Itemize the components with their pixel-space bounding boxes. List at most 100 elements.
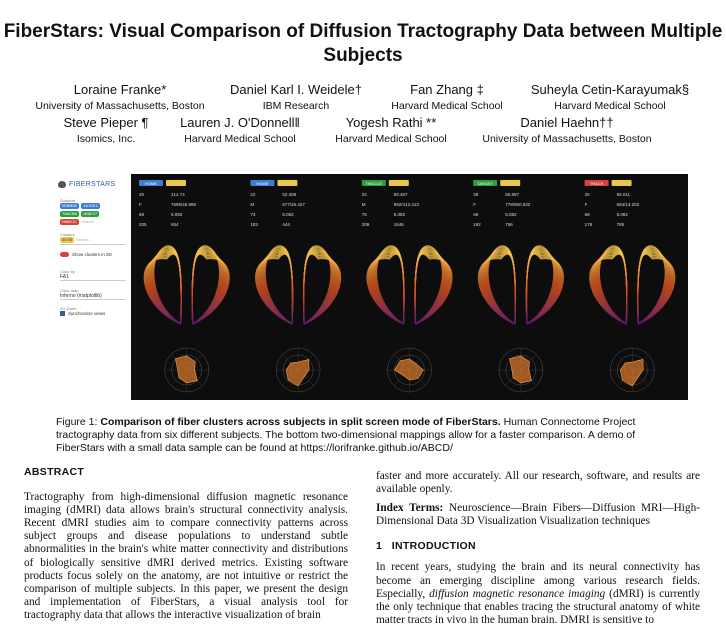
- radar-polygon: [175, 355, 198, 384]
- index-terms-label: Index Terms:: [376, 502, 444, 515]
- metadata-value: 6.082: [394, 212, 406, 217]
- author-affiliation: Harvard Medical School: [184, 133, 296, 145]
- metadata-value: 22: [250, 192, 256, 197]
- fiber-strand-left: [589, 253, 628, 325]
- figure-caption: Figure 1: Comparison of fiber clusters a…: [56, 416, 676, 455]
- subject-chip[interactable]: 7A6CB8: [60, 211, 79, 217]
- cluster-tag-badge: [277, 180, 298, 186]
- metadata-value: 778/960.632: [505, 202, 531, 207]
- subject-tag-badge: [584, 180, 609, 186]
- metadata-value: 24: [362, 192, 368, 197]
- subject-tag-text: TRACCE: [366, 181, 383, 186]
- metadata-value: 6.062: [282, 212, 294, 217]
- subject-tag-text: TARGET: [477, 181, 493, 186]
- metadata-value: 6.082: [171, 212, 183, 217]
- cluster-tag-badge: [611, 180, 632, 186]
- subject-chip[interactable]: 0EBB0E: [60, 203, 80, 209]
- subject-tag-badge: [361, 180, 386, 186]
- intro-italic: diffusion magnetic resonance imaging: [429, 587, 606, 600]
- subject-chip[interactable]: D66E1C: [60, 219, 80, 225]
- metadata-value: 1646: [394, 222, 405, 227]
- radar-polygon: [285, 359, 310, 387]
- abstract-heading: ABSTRACT: [24, 466, 85, 478]
- radar-polygon: [509, 355, 532, 384]
- sync-label: Synchronize views: [68, 311, 106, 316]
- metadata-value: 6.082: [505, 212, 517, 217]
- metadata-value: 59.367: [394, 192, 408, 197]
- intro-text-part1: In recent years, studying the brain and …: [376, 561, 700, 600]
- metadata-value: M: [250, 202, 254, 207]
- radar-polygon: [619, 359, 644, 387]
- abstract-text: Tractography from high-dimensional diffu…: [24, 491, 348, 621]
- intro-title: INTRODUCTION: [391, 540, 476, 553]
- metadata-value: F: [585, 202, 588, 207]
- metadata-value: M: [362, 202, 366, 207]
- app-name: FIBERSTARS: [69, 181, 116, 188]
- caption-label: Figure 1:: [56, 416, 98, 428]
- fiber-strand-left: [366, 253, 405, 325]
- fiber-strand-right: [302, 253, 342, 325]
- metadata-value: 28: [473, 192, 479, 197]
- teaser-figure: FIBERSTARS Subjects 0EBB0E 1A7DE1 7A6CB8 1…: [44, 174, 688, 400]
- sync-checkbox[interactable]: [60, 311, 65, 316]
- cluster-chip[interactable]: 00 00: [60, 237, 75, 243]
- views-label: 2D Zoom: [60, 306, 77, 311]
- subject-chip[interactable]: 1B6E27: [80, 211, 100, 217]
- metadata-value: 56.011: [617, 192, 631, 197]
- metadata-value: 209: [362, 222, 370, 227]
- index-terms-text: Neuroscience—Brain Fibers—Diffusion MRI—…: [376, 502, 700, 528]
- metadata-value: 52.308: [282, 192, 296, 197]
- clusters-label: Clusters: [60, 232, 75, 237]
- metadata-value: 654: [171, 222, 179, 227]
- subject-tag-badge: [250, 180, 275, 186]
- fiber-strand-left: [255, 253, 294, 325]
- metadata-value: 692/413.413: [394, 202, 420, 207]
- color-map-select[interactable]: Inferno (matplotlib): [60, 293, 126, 300]
- author-affiliation: IBM Research: [262, 100, 330, 112]
- cluster-tag-badge: [388, 180, 409, 186]
- author-name: Fan Zhang ‡: [410, 82, 484, 97]
- fiber-strand-right: [525, 253, 564, 325]
- subject-tag-text: TRACK: [590, 181, 604, 186]
- metadata-value: 68: [139, 212, 145, 217]
- subject-search[interactable]: Search: [81, 219, 94, 224]
- right-column: faster and more accurately. All our rese…: [376, 470, 700, 627]
- author-affiliation: Harvard Medical School: [335, 133, 447, 145]
- metadata-value: 192: [473, 222, 481, 227]
- subject-tag-badge: [473, 180, 498, 186]
- show-clusters-label: Show clusters in 3D: [72, 252, 112, 257]
- subjects-label: Subjects: [60, 198, 76, 203]
- metadata-value: 25: [139, 192, 145, 197]
- split-screen-views: HOME 25 214.74 F 7695/46.986 68 6.082 205 654 HOM…: [131, 174, 688, 400]
- cluster-search[interactable]: Search: [76, 237, 89, 242]
- intro-text: In recent years, studying the brain and …: [376, 561, 700, 626]
- subject-chip[interactable]: 1A7DE1: [81, 203, 101, 209]
- subject-tag-text: HOME: [256, 181, 268, 186]
- author-affiliation: University of Massachusetts, Boston: [482, 133, 652, 145]
- author-name: Loraine Franke*: [73, 82, 167, 97]
- color-by-select[interactable]: FA1: [60, 274, 126, 281]
- metadata-value: 756: [505, 222, 513, 227]
- subject-views-svg: HOME 25 214.74 F 7695/46.986 68 6.082 205 654 HOM…: [139, 180, 676, 393]
- color-by-label: Color by: [60, 269, 75, 274]
- author-affiliation: Harvard Medical School: [554, 100, 666, 112]
- brain-logo-icon: [58, 181, 66, 188]
- metadata-value: 6.082: [617, 212, 629, 217]
- author-name: Lauren J. O'Donnell‖: [180, 115, 300, 130]
- fiber-strand-right: [637, 253, 676, 325]
- show-clusters-toggle[interactable]: [60, 252, 69, 257]
- metadata-value: 25: [585, 192, 591, 197]
- metadata-value: 7695/46.986: [171, 202, 197, 207]
- author-affiliation: University of Massachusetts, Boston: [35, 100, 205, 112]
- subject-tag-text: HOME: [145, 181, 157, 186]
- radar-polygon: [394, 358, 424, 381]
- author-name: Suheyla Cetin-Karayumak§: [530, 82, 690, 97]
- caption-bold: Comparison of fiber clusters across subj…: [100, 416, 501, 428]
- metadata-value: 214.74: [171, 192, 185, 197]
- author-name: Yogesh Rathi **: [345, 115, 437, 130]
- subject-chips[interactable]: 0EBB0E 1A7DE1 7A6CB8 1B6E27 D66E1C Search: [60, 203, 126, 225]
- metadata-value: 73: [250, 212, 256, 217]
- intro-heading: 1 INTRODUCTION: [376, 540, 700, 553]
- metadata-value: 55.897: [505, 192, 519, 197]
- index-terms: Index Terms: Neuroscience—Brain Fibers—D…: [376, 502, 700, 528]
